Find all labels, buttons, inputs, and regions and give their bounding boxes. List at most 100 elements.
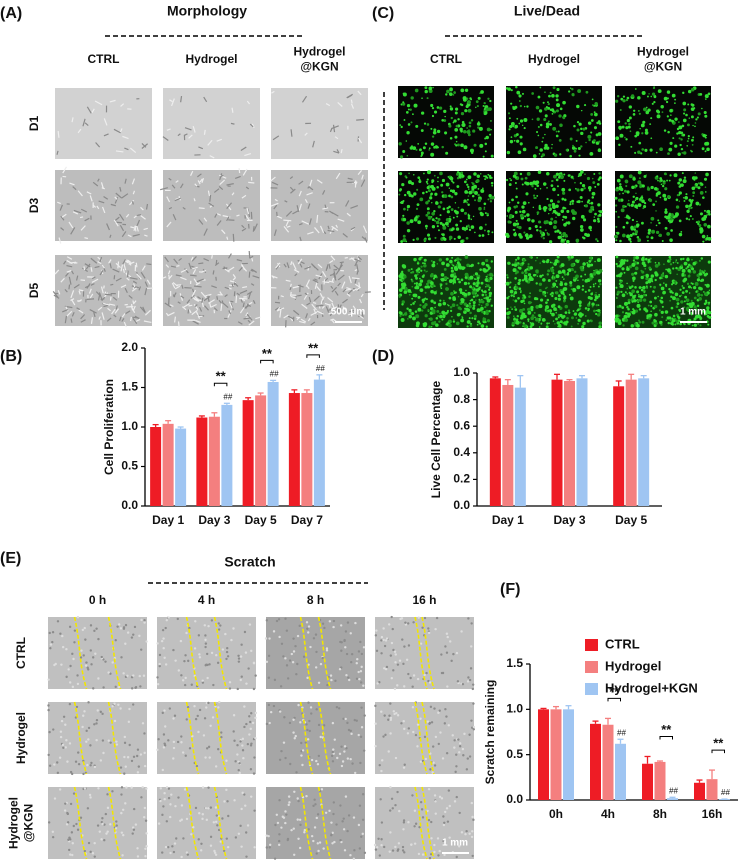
- cell: [631, 200, 635, 204]
- cell: [456, 261, 460, 265]
- cell: [562, 231, 567, 236]
- cell: [577, 308, 580, 312]
- bar: [208, 416, 220, 506]
- cell: [535, 305, 540, 309]
- cell: [676, 322, 680, 325]
- column-label: Hydrogel: [637, 45, 689, 59]
- cell: [134, 315, 140, 320]
- cell: [407, 644, 411, 647]
- cell: [406, 228, 411, 233]
- cell: [425, 201, 429, 205]
- cell: [121, 193, 129, 199]
- cell: [659, 283, 662, 286]
- cell: [598, 295, 601, 298]
- cell: [422, 304, 427, 309]
- cell: [626, 293, 628, 295]
- cell: [389, 732, 392, 735]
- cell: [130, 226, 135, 229]
- cell: [125, 213, 130, 218]
- cell: [452, 264, 455, 267]
- cell: [669, 217, 673, 221]
- cell: [214, 853, 218, 857]
- cell: [419, 279, 424, 283]
- cell: [638, 286, 642, 289]
- cell: [559, 107, 563, 111]
- cell: [586, 319, 590, 323]
- cell: [403, 119, 406, 121]
- error-bar: [245, 397, 252, 401]
- cell: [567, 271, 570, 275]
- cell: [668, 179, 671, 182]
- cell: [565, 221, 568, 225]
- cell: [552, 275, 555, 278]
- cell: [177, 301, 181, 304]
- cell: [131, 178, 136, 185]
- cell: [683, 277, 688, 282]
- cell: [641, 184, 645, 188]
- cell: [317, 754, 321, 758]
- cell: [333, 738, 336, 741]
- cell: [588, 202, 591, 205]
- cell: [625, 221, 629, 225]
- cell: [145, 845, 148, 848]
- cell: [71, 299, 76, 306]
- cell: [59, 730, 63, 733]
- cell: [421, 816, 425, 819]
- cell: [74, 716, 78, 719]
- cell: [555, 216, 557, 219]
- cell: [357, 733, 360, 737]
- scratch-edge: [299, 786, 314, 860]
- cell: [453, 739, 456, 742]
- cell: [463, 180, 467, 184]
- cell: [243, 793, 246, 796]
- cell: [405, 140, 408, 142]
- cell: [653, 186, 658, 191]
- cell: [205, 706, 208, 709]
- cell: [95, 291, 101, 296]
- cell: [467, 676, 470, 679]
- cell: [387, 623, 391, 626]
- cell: [278, 799, 281, 802]
- cell: [597, 148, 602, 153]
- cell: [589, 285, 592, 289]
- cell: [582, 262, 586, 266]
- cell: [590, 131, 593, 134]
- cell: [213, 188, 220, 193]
- cell: [618, 143, 621, 147]
- cell: [560, 315, 563, 318]
- cell: [509, 139, 514, 144]
- cell: [546, 232, 548, 234]
- cell: [453, 237, 456, 240]
- cell: [184, 754, 187, 757]
- cell: [345, 747, 348, 750]
- cell: [517, 281, 521, 285]
- cell: [374, 848, 378, 851]
- cell: [428, 86, 433, 91]
- cell: [626, 234, 631, 239]
- cell: [621, 306, 625, 310]
- annotation: ##: [316, 364, 325, 373]
- cell: [481, 234, 485, 237]
- cell: [453, 746, 456, 749]
- cell: [575, 240, 579, 243]
- cell: [481, 261, 486, 266]
- cell: [456, 680, 460, 683]
- cell: [81, 628, 85, 632]
- cell: [346, 757, 350, 760]
- cell: [341, 820, 344, 823]
- cell: [630, 203, 634, 207]
- cell: [466, 757, 469, 760]
- cell: [121, 312, 126, 318]
- cell: [573, 211, 577, 215]
- cell: [65, 823, 69, 826]
- cell: [425, 271, 427, 273]
- cell: [321, 305, 325, 309]
- cell: [618, 282, 621, 285]
- cell: [296, 205, 300, 212]
- cell: [144, 309, 151, 316]
- cell: [680, 264, 683, 267]
- cell: [175, 274, 182, 277]
- cell: [631, 300, 634, 303]
- cell: [330, 255, 336, 261]
- cell: [321, 622, 325, 625]
